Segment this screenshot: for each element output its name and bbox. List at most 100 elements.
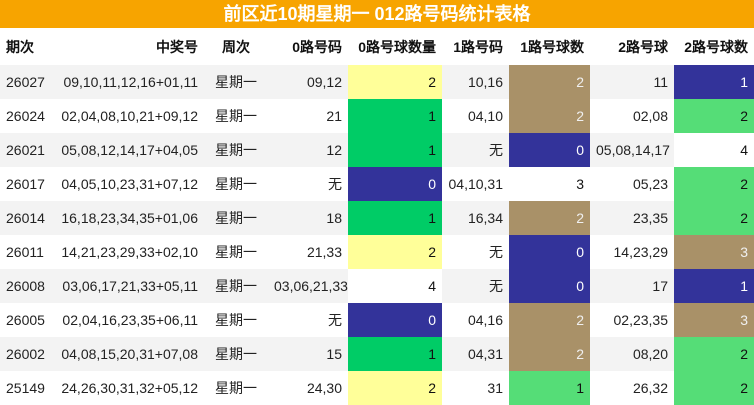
route2-count-cell: 1 — [674, 269, 754, 303]
issue-cell: 25149 — [0, 371, 52, 405]
weekday-cell: 星期一 — [204, 371, 268, 405]
issue-cell: 26021 — [0, 133, 52, 167]
route2-count-cell: 3 — [674, 235, 754, 269]
route0-numbers-cell: 21 — [268, 99, 348, 133]
route2-count-cell: 2 — [674, 167, 754, 201]
route2-count-cell: 2 — [674, 99, 754, 133]
route1-numbers-cell: 04,10,31 — [442, 167, 509, 201]
route1-count-cell: 3 — [509, 167, 590, 201]
header-weekday: 周次 — [204, 28, 268, 65]
winning-numbers-cell: 16,18,23,34,35+01,06 — [52, 201, 204, 235]
route2-numbers-cell: 17 — [590, 269, 674, 303]
route0-count-cell: 1 — [348, 337, 442, 371]
route0-numbers-cell: 09,12 — [268, 65, 348, 99]
route1-numbers-cell: 无 — [442, 133, 509, 167]
weekday-cell: 星期一 — [204, 337, 268, 371]
route1-count-cell: 0 — [509, 235, 590, 269]
route2-numbers-cell: 26,32 — [590, 371, 674, 405]
table-row: 26024 02,04,08,10,21+09,12 星期一 21 1 04,10 2 02,… — [0, 99, 754, 133]
route1-numbers-cell: 04,10 — [442, 99, 509, 133]
route0-numbers-cell: 18 — [268, 201, 348, 235]
winning-numbers-cell: 14,21,23,29,33+02,10 — [52, 235, 204, 269]
winning-numbers-cell: 09,10,11,12,16+01,11 — [52, 65, 204, 99]
route0-count-cell: 2 — [348, 371, 442, 405]
route0-count-cell: 1 — [348, 133, 442, 167]
issue-cell: 26024 — [0, 99, 52, 133]
route2-count-cell: 2 — [674, 201, 754, 235]
header-route1-count: 1路号球数 — [509, 28, 590, 65]
table-row: 26014 16,18,23,34,35+01,06 星期一 18 1 16,34 2 23,… — [0, 201, 754, 235]
table-row: 26021 05,08,12,14,17+04,05 星期一 12 1 无 0 05,08,1… — [0, 133, 754, 167]
route1-numbers-cell: 04,31 — [442, 337, 509, 371]
route0-count-cell: 0 — [348, 303, 442, 337]
issue-cell: 26002 — [0, 337, 52, 371]
winning-numbers-cell: 04,05,10,23,31+07,12 — [52, 167, 204, 201]
route0-numbers-cell: 24,30 — [268, 371, 348, 405]
table-row: 26011 14,21,23,29,33+02,10 星期一 21,33 2 无 0 14,2… — [0, 235, 754, 269]
route0-numbers-cell: 21,33 — [268, 235, 348, 269]
route2-numbers-cell: 02,08 — [590, 99, 674, 133]
winning-numbers-cell: 02,04,16,23,35+06,11 — [52, 303, 204, 337]
route1-count-cell: 0 — [509, 269, 590, 303]
route1-count-cell: 0 — [509, 133, 590, 167]
route0-count-cell: 2 — [348, 65, 442, 99]
table-row: 26027 09,10,11,12,16+01,11 星期一 09,12 2 10,16 2… — [0, 65, 754, 99]
weekday-cell: 星期一 — [204, 303, 268, 337]
route2-numbers-cell: 05,08,14,17 — [590, 133, 674, 167]
route2-count-cell: 4 — [674, 133, 754, 167]
table-title: 前区近10期星期一 012路号码统计表格 — [0, 0, 754, 28]
route0-count-cell: 1 — [348, 99, 442, 133]
route0-numbers-cell: 无 — [268, 167, 348, 201]
route0-count-cell: 0 — [348, 167, 442, 201]
route0-count-cell: 2 — [348, 235, 442, 269]
issue-cell: 26017 — [0, 167, 52, 201]
route1-count-cell: 2 — [509, 201, 590, 235]
header-route0-numbers: 0路号码 — [268, 28, 348, 65]
route2-numbers-cell: 08,20 — [590, 337, 674, 371]
stats-table: 期次 中奖号 周次 0路号码 0路号球数量 1路号码 1路号球数 2路号球 2路… — [0, 28, 754, 405]
route1-numbers-cell: 无 — [442, 235, 509, 269]
issue-cell: 26014 — [0, 201, 52, 235]
winning-numbers-cell: 05,08,12,14,17+04,05 — [52, 133, 204, 167]
header-row: 期次 中奖号 周次 0路号码 0路号球数量 1路号码 1路号球数 2路号球 2路… — [0, 28, 754, 65]
route2-numbers-cell: 05,23 — [590, 167, 674, 201]
issue-cell: 26008 — [0, 269, 52, 303]
issue-cell: 26005 — [0, 303, 52, 337]
route2-numbers-cell: 23,35 — [590, 201, 674, 235]
issue-cell: 26027 — [0, 65, 52, 99]
table-row: 26005 02,04,16,23,35+06,11 星期一无 0 04,16 2 02,2… — [0, 303, 754, 337]
weekday-cell: 星期一 — [204, 99, 268, 133]
route2-numbers-cell: 14,23,29 — [590, 235, 674, 269]
weekday-cell: 星期一 — [204, 65, 268, 99]
header-route1-numbers: 1路号码 — [442, 28, 509, 65]
weekday-cell: 星期一 — [204, 235, 268, 269]
route0-numbers-cell: 12 — [268, 133, 348, 167]
route1-count-cell: 2 — [509, 303, 590, 337]
route1-count-cell: 2 — [509, 99, 590, 133]
header-winning-numbers: 中奖号 — [52, 28, 204, 65]
weekday-cell: 星期一 — [204, 201, 268, 235]
route2-numbers-cell: 02,23,35 — [590, 303, 674, 337]
route0-count-cell: 4 — [348, 269, 442, 303]
route2-count-cell: 1 — [674, 65, 754, 99]
table-row: 25149 24,26,30,31,32+05,12 星期一 24,30 2 31 1 26,… — [0, 371, 754, 405]
table-row: 26017 04,05,10,23,31+07,12 星期一无 0 04,10,31 3 0… — [0, 167, 754, 201]
route1-numbers-cell: 无 — [442, 269, 509, 303]
route0-count-cell: 1 — [348, 201, 442, 235]
weekday-cell: 星期一 — [204, 167, 268, 201]
weekday-cell: 星期一 — [204, 133, 268, 167]
winning-numbers-cell: 03,06,17,21,33+05,11 — [52, 269, 204, 303]
route0-numbers-cell: 15 — [268, 337, 348, 371]
header-issue: 期次 — [0, 28, 52, 65]
route1-numbers-cell: 31 — [442, 371, 509, 405]
route0-numbers-cell: 无 — [268, 303, 348, 337]
route1-count-cell: 2 — [509, 337, 590, 371]
header-route2-count: 2路号球数 — [674, 28, 754, 65]
winning-numbers-cell: 24,26,30,31,32+05,12 — [52, 371, 204, 405]
header-route2-numbers: 2路号球 — [590, 28, 674, 65]
route0-numbers-cell: 03,06,21,33 — [268, 269, 348, 303]
route2-count-cell: 2 — [674, 337, 754, 371]
issue-cell: 26011 — [0, 235, 52, 269]
route1-count-cell: 2 — [509, 65, 590, 99]
